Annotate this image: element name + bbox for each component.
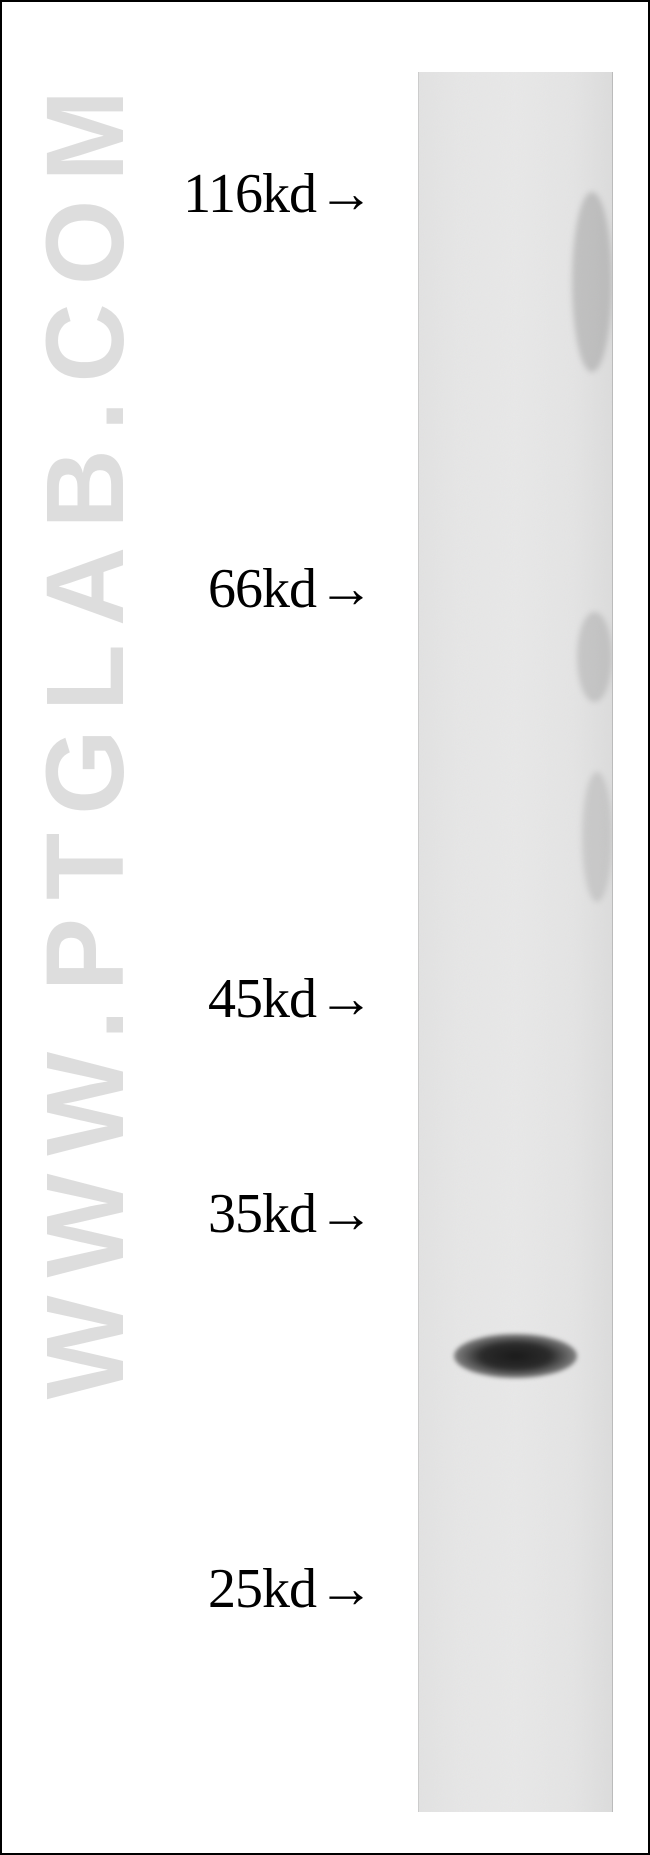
- arrow-icon: →: [318, 1182, 374, 1246]
- marker-66kd: 66kd →: [208, 557, 382, 621]
- marker-labels-column: 116kd → 66kd → 45kd → 35kd → 25kd →: [2, 2, 382, 1853]
- arrow-icon: →: [318, 557, 374, 621]
- blot-figure-container: WWW.PTGLAB.COM 116kd → 66kd → 45kd → 35k…: [0, 0, 650, 1855]
- marker-label-text: 35kd: [208, 1182, 316, 1246]
- marker-116kd: 116kd →: [183, 162, 382, 226]
- marker-label-text: 116kd: [183, 162, 316, 226]
- marker-label-text: 45kd: [208, 967, 316, 1031]
- marker-25kd: 25kd →: [208, 1557, 382, 1621]
- arrow-icon: →: [318, 967, 374, 1031]
- lane-smudge: [577, 612, 612, 702]
- lane-smudge: [582, 772, 612, 902]
- marker-label-text: 25kd: [208, 1557, 316, 1621]
- arrow-icon: →: [318, 1557, 374, 1621]
- marker-35kd: 35kd →: [208, 1182, 382, 1246]
- arrow-icon: →: [318, 162, 374, 226]
- protein-band: [454, 1334, 578, 1378]
- marker-45kd: 45kd →: [208, 967, 382, 1031]
- lane-smudge: [572, 192, 612, 372]
- marker-label-text: 66kd: [208, 557, 316, 621]
- blot-lane: [418, 72, 613, 1812]
